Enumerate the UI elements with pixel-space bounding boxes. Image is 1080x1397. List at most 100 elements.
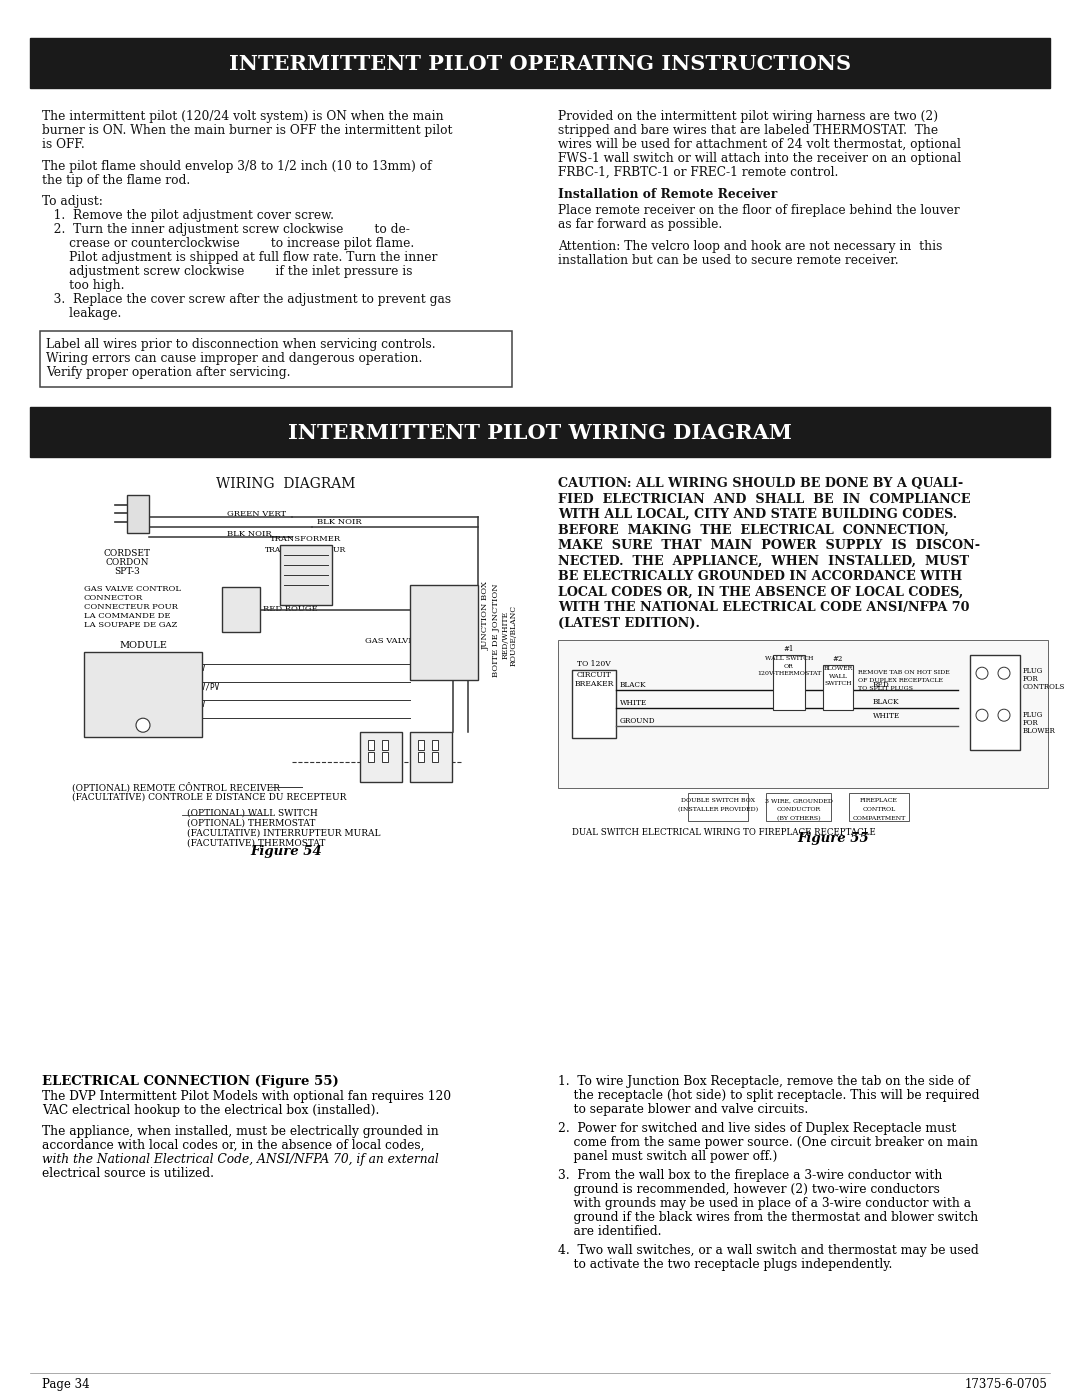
Text: Provided on the intermittent pilot wiring harness are two (2): Provided on the intermittent pilot wirin… [558, 110, 939, 123]
Text: FOR: FOR [1023, 675, 1039, 683]
Text: CAUTION: ALL WIRING SHOULD BE DONE BY A QUALI-: CAUTION: ALL WIRING SHOULD BE DONE BY A … [558, 478, 963, 490]
Text: REMOVE TAB ON HOT SIDE: REMOVE TAB ON HOT SIDE [858, 671, 949, 675]
Bar [280, 545, 332, 605]
Text: INTERMITTENT PILOT OPERATING INSTRUCTIONS: INTERMITTENT PILOT OPERATING INSTRUCTION… [229, 54, 851, 74]
Text: LA COMMANDE DE: LA COMMANDE DE [84, 612, 171, 620]
Text: WITH ALL LOCAL, CITY AND STATE BUILDING CODES.: WITH ALL LOCAL, CITY AND STATE BUILDING … [558, 509, 957, 521]
Text: ground if the black wires from the thermostat and blower switch: ground if the black wires from the therm… [558, 1211, 978, 1224]
Bar [688, 793, 748, 821]
Bar [418, 752, 424, 763]
Text: ◦-WHT BLANC-◦MV/PV: ◦-WHT BLANC-◦MV/PV [136, 682, 219, 692]
Text: 2.  Power for switched and live sides of Duplex Receptacle must: 2. Power for switched and live sides of … [558, 1122, 957, 1134]
Text: 3 WIRE, GROUNDED: 3 WIRE, GROUNDED [765, 798, 833, 803]
Text: as far forward as possible.: as far forward as possible. [558, 218, 723, 231]
Bar [222, 587, 260, 633]
Text: leakage.: leakage. [42, 307, 121, 320]
Text: FIED  ELECTRICIAN  AND  SHALL  BE  IN  COMPLIANCE: FIED ELECTRICIAN AND SHALL BE IN COMPLIA… [558, 493, 971, 506]
Text: accordance with local codes or, in the absence of local codes,: accordance with local codes or, in the a… [42, 1139, 424, 1153]
Bar [418, 740, 424, 750]
Text: stripped and bare wires that are labeled THERMOSTAT.  The: stripped and bare wires that are labeled… [558, 124, 939, 137]
Text: burner is ON. When the main burner is OFF the intermittent pilot: burner is ON. When the main burner is OF… [42, 124, 453, 137]
Text: CONNECTOR: CONNECTOR [84, 594, 144, 602]
Bar [410, 585, 478, 680]
Text: ◦-RED ROUGE-◦MV: ◦-RED ROUGE-◦MV [136, 664, 205, 673]
Text: CONTROLS: CONTROLS [1023, 683, 1065, 692]
Text: 17375-6-0705: 17375-6-0705 [966, 1377, 1048, 1391]
Text: 4.  Two wall switches, or a wall switch and thermostat may be used: 4. Two wall switches, or a wall switch a… [558, 1243, 978, 1257]
Text: MAKE  SURE  THAT  MAIN  POWER  SUPPLY  IS  DISCON-: MAKE SURE THAT MAIN POWER SUPPLY IS DISC… [558, 539, 981, 552]
Text: RED/WHITE: RED/WHITE [502, 610, 510, 659]
Text: FIREPLACE: FIREPLACE [860, 798, 897, 803]
Circle shape [998, 668, 1010, 679]
Text: BLACK: BLACK [620, 682, 647, 689]
Text: LA SOUPAPE DE GAZ: LA SOUPAPE DE GAZ [84, 622, 177, 629]
Text: GROUND: GROUND [620, 717, 656, 725]
Bar [127, 495, 149, 534]
Text: is OFF.: is OFF. [42, 138, 84, 151]
Text: BREAKER: BREAKER [575, 680, 613, 689]
Bar [368, 752, 374, 763]
Text: too high.: too high. [42, 279, 124, 292]
Bar [360, 732, 402, 782]
Bar [766, 793, 831, 821]
Text: with the ⁠National Electrical Code, ANSI/NFPA 70⁠, if an external: with the ⁠National Electrical Code, ANSI… [42, 1153, 438, 1166]
Text: TRANSFORMER: TRANSFORMER [270, 535, 341, 543]
Text: CONTROL: CONTROL [862, 807, 895, 812]
Text: GAS VALVE CONTROL: GAS VALVE CONTROL [84, 585, 181, 594]
Text: 8  24V    MV: 8 24V MV [87, 664, 144, 673]
Text: FRBC-1, FRBTC-1 or FREC-1 remote control.: FRBC-1, FRBTC-1 or FREC-1 remote control… [558, 166, 838, 179]
Text: BEFORE  MAKING  THE  ELECTRICAL  CONNECTION,: BEFORE MAKING THE ELECTRICAL CONNECTION, [558, 524, 949, 536]
Bar [432, 740, 438, 750]
Text: WALL: WALL [828, 675, 848, 679]
Text: wires will be used for attachment of 24 volt thermostat, optional: wires will be used for attachment of 24 … [558, 138, 961, 151]
Bar [410, 732, 453, 782]
Text: FOR: FOR [1023, 719, 1039, 728]
Text: 3.  From the wall box to the fireplace a 3-wire conductor with: 3. From the wall box to the fireplace a … [558, 1169, 943, 1182]
Text: are identified.: are identified. [558, 1225, 661, 1238]
Text: COMPARTMENT: COMPARTMENT [852, 816, 906, 821]
Text: Verify proper operation after servicing.: Verify proper operation after servicing. [46, 366, 291, 379]
Text: BLK NOIR: BLK NOIR [227, 531, 272, 538]
Bar [432, 752, 438, 763]
Text: TRANSFORMATEUR: TRANSFORMATEUR [266, 546, 347, 555]
Text: ground is recommended, however (2) two-wire conductors: ground is recommended, however (2) two-w… [558, 1183, 940, 1196]
Text: WHITE: WHITE [620, 700, 647, 707]
Text: PV: PV [87, 700, 139, 710]
Text: CONDUCTOR: CONDUCTOR [777, 807, 821, 812]
Text: to separate blower and valve circuits.: to separate blower and valve circuits. [558, 1104, 808, 1116]
Text: GAS VALVE: GAS VALVE [365, 637, 415, 645]
Bar [970, 655, 1020, 750]
Text: ELECTRICAL CONNECTION (Figure 55): ELECTRICAL CONNECTION (Figure 55) [42, 1076, 339, 1088]
Text: SWITCH: SWITCH [824, 682, 852, 686]
Text: ROUGE/BLANC: ROUGE/BLANC [510, 605, 518, 666]
Text: Attention: The velcro loop and hook are not necessary in  this: Attention: The velcro loop and hook are … [558, 240, 943, 253]
Bar [572, 671, 616, 738]
Bar [558, 640, 1048, 788]
Text: PLUG: PLUG [1023, 711, 1043, 719]
Text: The pilot flame should envelop 3/8 to 1/2 inch (10 to 13mm) of: The pilot flame should envelop 3/8 to 1/… [42, 159, 432, 173]
Text: (FACULTATIVE) INTERRUPTEUR MURAL: (FACULTATIVE) INTERRUPTEUR MURAL [187, 828, 380, 837]
Text: adjustment screw clockwise        if the inlet pressure is: adjustment screw clockwise if the inlet … [42, 265, 413, 278]
Text: PLUG: PLUG [1023, 668, 1043, 675]
Bar [30, 38, 1050, 88]
Text: SPT-3: SPT-3 [114, 567, 140, 576]
Text: 1.  Remove the pilot adjustment cover screw.: 1. Remove the pilot adjustment cover scr… [42, 210, 334, 222]
Text: (FACUTATIVE) THERMOSTAT: (FACUTATIVE) THERMOSTAT [187, 838, 325, 847]
Text: electrical source is utilized.: electrical source is utilized. [42, 1166, 214, 1180]
Text: BE ELECTRICALLY GROUNDED IN ACCORDANCE WITH: BE ELECTRICALLY GROUNDED IN ACCORDANCE W… [558, 570, 962, 583]
Text: crease or counterclockwise        to increase pilot flame.: crease or counterclockwise to increase p… [42, 237, 415, 250]
Text: Label all wires prior to disconnection when servicing controls.: Label all wires prior to disconnection w… [46, 338, 435, 351]
Text: the receptacle (hot side) to split receptacle. This will be required: the receptacle (hot side) to split recep… [558, 1090, 980, 1102]
Text: CONNECTEUR POUR: CONNECTEUR POUR [84, 604, 178, 612]
Text: (LATEST EDITION).: (LATEST EDITION). [558, 616, 700, 630]
Text: TO 120V: TO 120V [577, 661, 611, 668]
Text: (FACULTATIVE) CONTROLE E DISTANCE DU RECEPTEUR: (FACULTATIVE) CONTROLE E DISTANCE DU REC… [72, 792, 347, 802]
Text: 120V-THERMOSTAT: 120V-THERMOSTAT [757, 671, 821, 676]
Text: Wiring errors can cause improper and dangerous operation.: Wiring errors can cause improper and dan… [46, 352, 422, 365]
Text: OR: OR [784, 664, 794, 669]
Text: NECTED.  THE  APPLIANCE,  WHEN  INSTALLED,  MUST: NECTED. THE APPLIANCE, WHEN INSTALLED, M… [558, 555, 969, 567]
Circle shape [136, 718, 150, 732]
Text: panel must switch all power off.): panel must switch all power off.) [558, 1150, 778, 1162]
Text: Figure 54: Figure 54 [251, 845, 322, 858]
Text: RED: RED [873, 682, 890, 689]
